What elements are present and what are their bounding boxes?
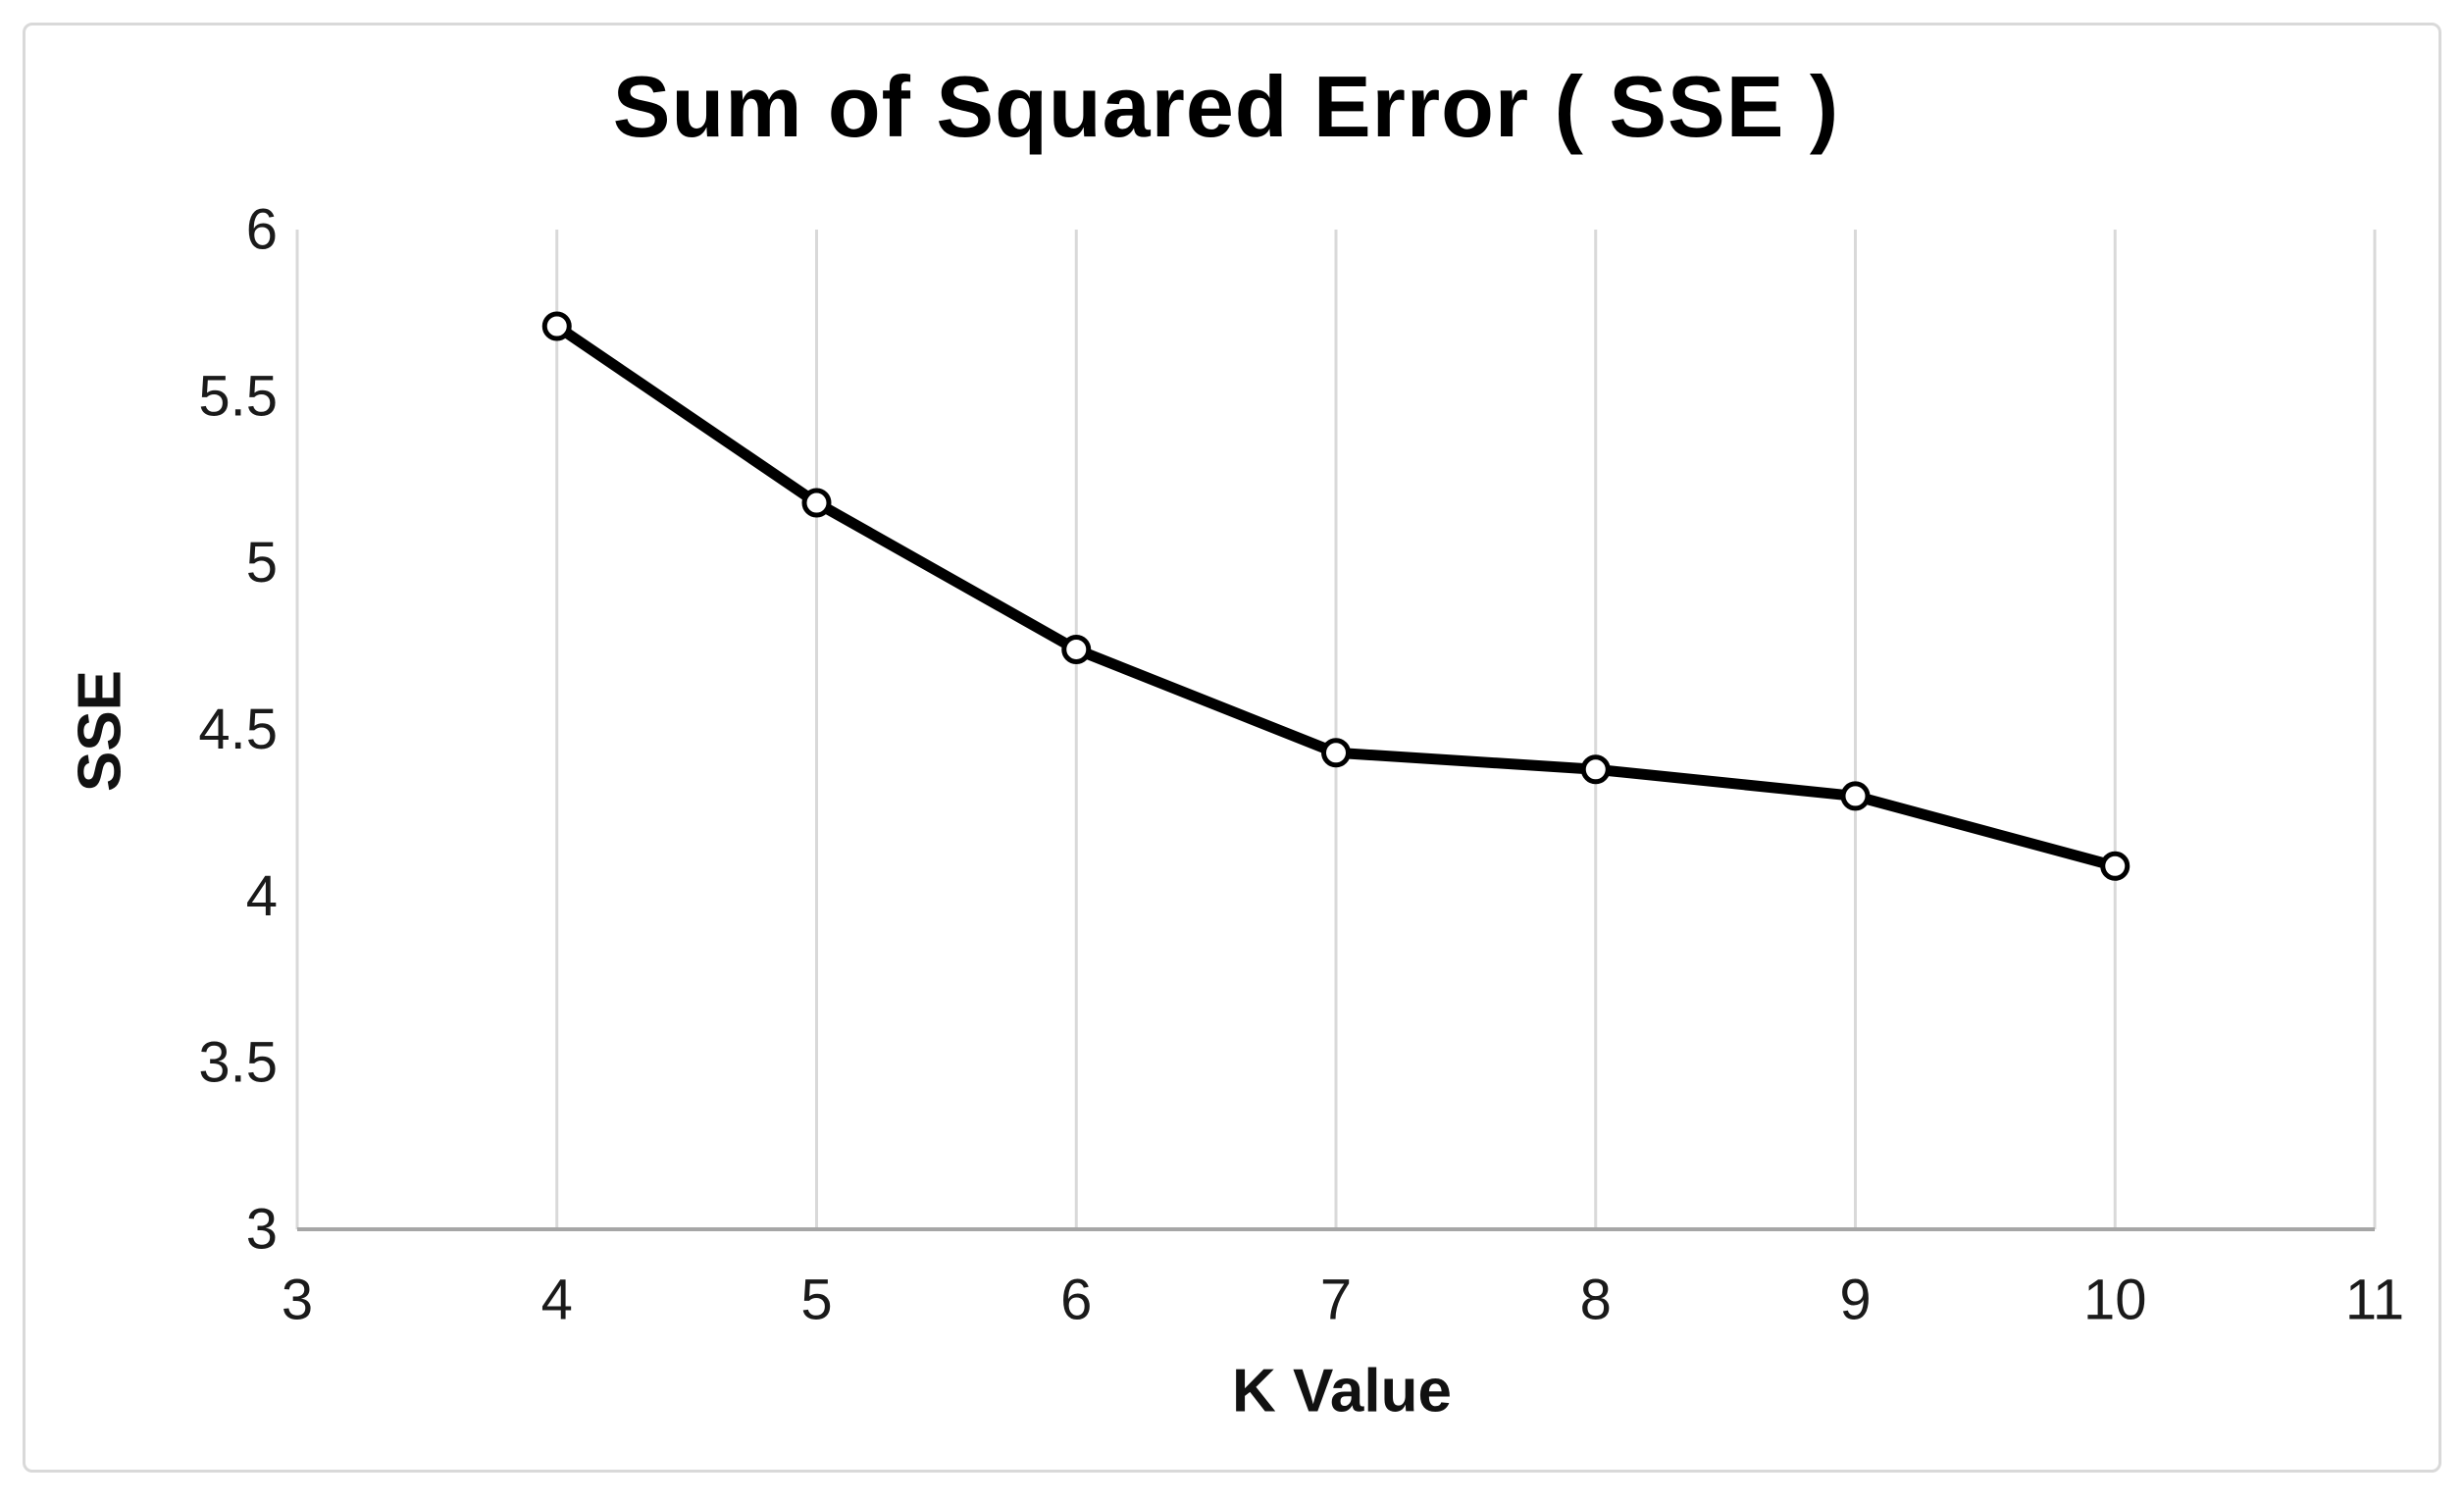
x-tick-label-8: 8 [1580,1269,1612,1332]
x-tick-label-11: 11 [2345,1269,2404,1332]
y-tick-label-6: 6 [246,198,278,262]
x-tick-label-5: 5 [800,1269,832,1332]
chart-title: Sum of Squared Error ( SSE ) [612,58,1840,155]
x-tick-label-10: 10 [2083,1269,2147,1332]
y-tick-label-3.5: 3.5 [198,1031,278,1095]
data-point-marker-k-4 [541,311,572,341]
y-tick-label-4: 4 [246,864,278,928]
x-tick-label-4: 4 [541,1269,573,1332]
x-axis-title: K Value [1232,1357,1452,1425]
data-point-marker-k-7 [1321,738,1351,768]
data-point-marker-k-8 [1580,754,1611,785]
x-tick-label-9: 9 [1839,1269,1871,1332]
data-point-marker-k-10 [2100,851,2130,881]
x-tick-label-3: 3 [282,1269,313,1332]
data-point-marker-k-5 [801,488,832,518]
y-tick-label-4.5: 4.5 [198,698,278,761]
data-point-marker-k-6 [1061,634,1092,664]
y-tick-label-3: 3 [246,1198,278,1262]
data-point-marker-k-9 [1840,781,1871,811]
x-tick-label-7: 7 [1320,1269,1352,1332]
y-tick-label-5: 5 [246,531,278,595]
x-tick-label-6: 6 [1060,1269,1092,1332]
y-tick-label-5.5: 5.5 [198,364,278,428]
